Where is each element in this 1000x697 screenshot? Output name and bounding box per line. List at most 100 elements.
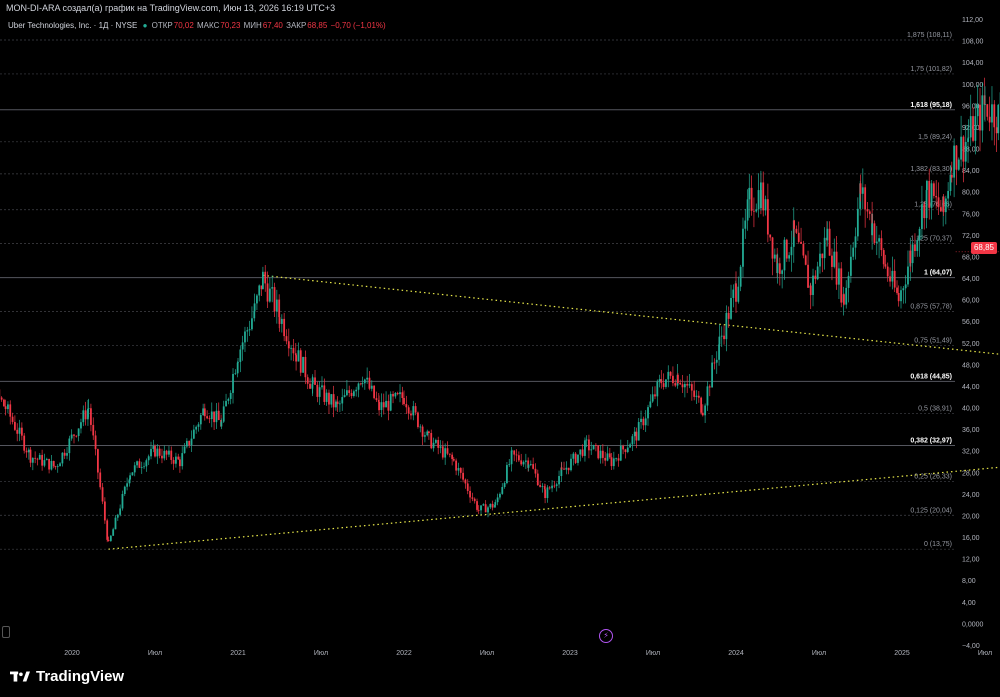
candle-body (410, 413, 412, 416)
candle-body (476, 501, 478, 510)
candle-body (494, 502, 497, 505)
candle-body (361, 383, 364, 385)
candle-body (266, 283, 269, 302)
candle-body (477, 509, 480, 511)
x-axis-tick-label: Июл (314, 650, 328, 657)
candle-body (227, 398, 230, 401)
candle-body (407, 407, 410, 414)
legend-open-label: ОТКР (151, 21, 173, 30)
candle-body (619, 445, 622, 461)
candle-body (604, 457, 607, 461)
candle-body (430, 432, 433, 449)
candle-body (880, 238, 883, 251)
candle-body (783, 239, 786, 271)
candle-body (116, 514, 119, 518)
y-axis-tick-label: 56,00 (962, 319, 980, 326)
fib-level-label: 0 (13,75) (924, 541, 952, 548)
candle-body (932, 183, 935, 196)
candle-body (63, 452, 66, 456)
candle-body (345, 390, 348, 396)
candle-body (918, 228, 921, 240)
candle-body (553, 485, 556, 487)
candle-body (414, 406, 417, 413)
x-axis-tick-label: Июл (480, 650, 494, 657)
candle-body (567, 467, 570, 471)
candle-body (833, 251, 836, 267)
candle-body (727, 312, 730, 319)
candle-body (601, 450, 604, 458)
candle-body (579, 449, 582, 455)
candle-body (332, 394, 335, 408)
candle-body (101, 487, 104, 502)
candle-body (555, 484, 558, 486)
candle-body (352, 391, 355, 396)
candle-body (373, 385, 376, 399)
symbol-legend: Uber Technologies, Inc. · 1Д · NYSE ● ОТ… (8, 19, 387, 33)
event-lightning-icon[interactable]: ⚡ (599, 629, 613, 643)
candle-body (213, 411, 215, 423)
legend-change: −0,70 (−1,01%) (330, 21, 386, 30)
fib-level-label: 1,75 (101,82) (910, 66, 952, 73)
candle-body (793, 220, 795, 229)
candle-body (273, 287, 276, 312)
candle-body (804, 255, 807, 265)
candle-body (236, 362, 239, 374)
candle-body (92, 424, 95, 436)
candle-body (637, 422, 640, 441)
candle-body (527, 464, 530, 468)
candle-body (299, 350, 302, 373)
candle-body (690, 384, 693, 391)
fib-level-label: 0,618 (44,85) (910, 373, 952, 380)
y-axis-tick-label: 80,00 (962, 190, 980, 197)
tradingview-logo[interactable]: TradingView (10, 668, 124, 685)
candle-body (539, 485, 542, 487)
candle-body (260, 285, 263, 290)
candle-body (760, 182, 762, 209)
candle-body (206, 416, 209, 419)
candle-body (156, 448, 159, 457)
candle-body (897, 292, 900, 302)
candle-body (154, 446, 156, 457)
candle-body (426, 431, 429, 436)
candle-body (843, 294, 845, 305)
candle-body (131, 472, 134, 476)
candle-body (80, 422, 82, 429)
candle-body (434, 440, 437, 443)
candle-body (29, 449, 32, 463)
candle-body (280, 318, 283, 324)
candle-body (96, 449, 99, 473)
candle-body (36, 458, 39, 460)
candle-body (588, 439, 590, 451)
legend-low-label: МИН (243, 21, 262, 30)
candle-body (451, 454, 454, 460)
candle-body (385, 400, 387, 408)
fib-level-label: 1,25 (76,66) (914, 202, 952, 209)
candle-body (107, 539, 110, 541)
candle-body (181, 453, 184, 467)
candle-body (565, 467, 568, 470)
candle-body (82, 410, 85, 423)
time-scale-handle[interactable] (2, 626, 10, 638)
candle-body (665, 379, 667, 387)
candle-body (52, 461, 55, 467)
candle-body (930, 183, 933, 208)
candle-body (222, 406, 225, 422)
candle-body (584, 440, 586, 456)
candle-body (957, 159, 960, 170)
candle-body (590, 449, 593, 451)
candle-body (20, 427, 23, 436)
candle-body (821, 253, 824, 259)
candle-body (0, 397, 3, 400)
candle-body (41, 454, 44, 466)
candle-body (814, 275, 817, 280)
candle-body (563, 468, 565, 470)
candle-body (25, 450, 28, 453)
trendline (108, 466, 1000, 550)
candle-body (744, 220, 747, 229)
candle-body (935, 195, 938, 198)
candle-body (496, 497, 499, 503)
candle-body (330, 394, 333, 405)
candle-body (515, 454, 518, 456)
candle-body (828, 228, 831, 256)
